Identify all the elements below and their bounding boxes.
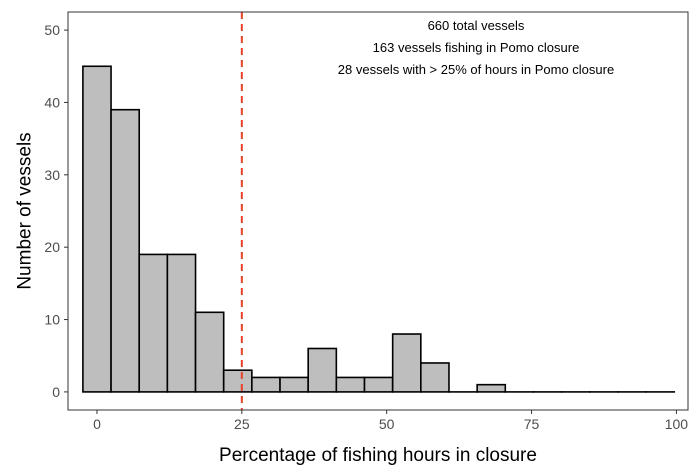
histogram-bar (138, 253, 169, 393)
y-tick-label: 40 (44, 94, 60, 110)
histogram-bar (251, 376, 281, 393)
histogram-bar (363, 376, 394, 393)
histogram-bar (194, 311, 225, 393)
annotation-total-vessels: 660 total vessels (428, 18, 525, 33)
histogram-bar (335, 376, 366, 393)
histogram-bar (279, 376, 309, 393)
x-axis-title: Percentage of fishing hours in closure (219, 445, 537, 466)
x-tick-label: 25 (234, 416, 250, 432)
annotation-vessels-over-25pct: 28 vessels with > 25% of hours in Pomo c… (338, 62, 614, 77)
y-axis-title: Number of vessels (15, 132, 36, 289)
histogram-bar (110, 108, 141, 393)
bars-layer (82, 65, 676, 393)
y-tick-label: 0 (52, 384, 60, 400)
y-tick-label: 10 (44, 312, 60, 328)
y-tick-label: 50 (44, 22, 60, 38)
annotation-vessels-fishing: 163 vessels fishing in Pomo closure (373, 40, 580, 55)
histogram-bar (82, 65, 112, 393)
ticks-layer: 0 25 50 75 100 0 10 20 30 40 50 (44, 22, 688, 432)
histogram-bar (391, 333, 422, 393)
plot-panel-border (67, 11, 689, 411)
x-tick-label: 50 (379, 416, 395, 432)
histogram-bar (420, 362, 450, 393)
y-tick-label: 30 (44, 167, 60, 183)
x-tick-label: 75 (524, 416, 540, 432)
histogram-bar (476, 383, 507, 393)
histogram-bar (222, 369, 253, 393)
histogram-bar (307, 347, 338, 393)
histogram-bar (166, 253, 197, 393)
x-tick-label: 100 (665, 416, 689, 432)
x-tick-label: 0 (93, 416, 101, 432)
y-tick-label: 20 (44, 239, 60, 255)
